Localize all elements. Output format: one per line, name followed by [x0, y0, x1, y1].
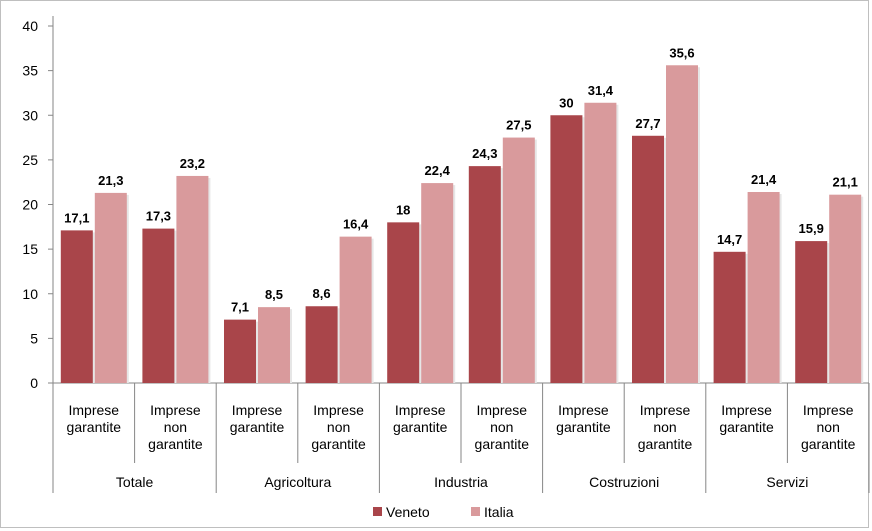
- category-label: garantite: [638, 436, 693, 452]
- y-tick-label: 10: [22, 286, 38, 302]
- group-label: Totale: [116, 474, 154, 490]
- data-label: 21,3: [98, 173, 123, 188]
- y-tick-label: 0: [30, 375, 38, 391]
- category-label: non: [817, 419, 840, 435]
- bar-italia[interactable]: [829, 194, 862, 383]
- data-label: 31,4: [588, 83, 614, 98]
- bar-veneto[interactable]: [795, 241, 828, 383]
- category-label: garantite: [393, 419, 448, 435]
- data-label: 30: [559, 95, 573, 110]
- bar-veneto[interactable]: [632, 135, 664, 383]
- y-tick-label: 40: [22, 18, 38, 34]
- category-label: garantite: [801, 436, 856, 452]
- category-label: non: [164, 419, 187, 435]
- data-label: 7,1: [231, 300, 249, 315]
- bar-veneto[interactable]: [468, 166, 501, 383]
- data-label: 21,1: [833, 175, 858, 190]
- category-label: Imprese: [150, 402, 201, 418]
- bar-italia[interactable]: [258, 307, 290, 383]
- category-label: garantite: [556, 419, 611, 435]
- bar-italia[interactable]: [666, 65, 698, 384]
- y-tick-label: 35: [22, 63, 38, 79]
- data-label: 27,7: [635, 116, 660, 131]
- bar-italia[interactable]: [584, 102, 617, 383]
- bar-italia[interactable]: [94, 192, 127, 383]
- bar-veneto[interactable]: [142, 228, 175, 383]
- category-label: garantite: [148, 436, 203, 452]
- bar-italia[interactable]: [747, 192, 780, 383]
- legend-label-italia: Italia: [484, 504, 514, 520]
- category-label: Imprese: [395, 402, 446, 418]
- bar-italia[interactable]: [176, 175, 209, 383]
- data-label: 17,1: [64, 210, 89, 225]
- category-label: garantite: [311, 436, 366, 452]
- category-label: Imprese: [69, 402, 120, 418]
- category-label: non: [653, 419, 676, 435]
- bar-veneto[interactable]: [550, 115, 583, 383]
- data-label: 8,5: [265, 287, 283, 302]
- y-tick-label: 20: [22, 197, 38, 213]
- category-label: Imprese: [721, 402, 772, 418]
- data-label: 8,6: [313, 286, 331, 301]
- y-tick-label: 30: [22, 107, 38, 123]
- bar-veneto[interactable]: [60, 230, 93, 383]
- group-label: Industria: [434, 474, 488, 490]
- data-label: 22,4: [425, 163, 451, 178]
- bar-italia[interactable]: [502, 137, 535, 383]
- data-label: 24,3: [472, 146, 497, 161]
- category-label: Imprese: [803, 402, 854, 418]
- data-label: 16,4: [343, 217, 369, 232]
- data-label: 23,2: [180, 156, 205, 171]
- legend-swatch-veneto: [373, 507, 382, 516]
- category-label: garantite: [67, 419, 122, 435]
- group-label: Servizi: [766, 474, 808, 490]
- category-label: non: [327, 419, 350, 435]
- category-label: Imprese: [232, 402, 283, 418]
- category-label: Imprese: [558, 402, 609, 418]
- category-label: garantite: [475, 436, 530, 452]
- legend-label-veneto: Veneto: [386, 504, 430, 520]
- bar-veneto[interactable]: [387, 222, 420, 383]
- data-label: 14,7: [717, 232, 742, 247]
- data-label: 21,4: [751, 172, 777, 187]
- category-label: non: [490, 419, 513, 435]
- y-tick-label: 5: [30, 330, 38, 346]
- group-label: Costruzioni: [589, 474, 659, 490]
- data-label: 15,9: [799, 221, 824, 236]
- data-label: 35,6: [669, 45, 694, 60]
- bar-veneto[interactable]: [713, 251, 746, 383]
- category-label: Imprese: [477, 402, 528, 418]
- legend-swatch-italia: [471, 507, 480, 516]
- bar-italia[interactable]: [339, 236, 372, 383]
- bar-italia[interactable]: [421, 183, 454, 383]
- y-tick-label: 25: [22, 152, 38, 168]
- data-label: 18: [396, 202, 410, 217]
- bar-veneto[interactable]: [305, 306, 338, 383]
- data-label: 27,5: [506, 118, 531, 133]
- group-label: Agricoltura: [264, 474, 331, 490]
- category-label: garantite: [719, 419, 774, 435]
- bar-veneto[interactable]: [224, 319, 256, 383]
- y-tick-label: 15: [22, 241, 38, 257]
- category-label: Imprese: [313, 402, 364, 418]
- category-label: garantite: [230, 419, 285, 435]
- category-label: Imprese: [640, 402, 691, 418]
- data-label: 17,3: [146, 209, 171, 224]
